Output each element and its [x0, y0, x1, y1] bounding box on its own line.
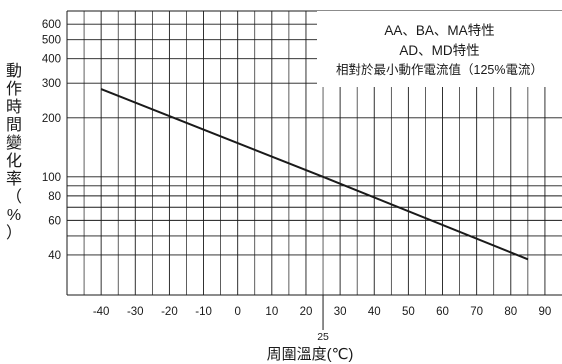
y-tick-label: 300 — [42, 78, 61, 90]
y-tick-label: 60 — [48, 215, 61, 227]
x-tick-label: 70 — [470, 306, 483, 318]
x-axis-title: 周圍溫度(℃) — [266, 346, 354, 363]
series-line — [100, 88, 529, 261]
annotation-reference: 相對於最小動作電流值（125%電流） — [336, 63, 543, 77]
x-tick-label: 50 — [402, 306, 415, 318]
y-tick-label: 400 — [42, 54, 61, 66]
annotation-ad-md: AD、MD特性 — [399, 43, 480, 58]
y-tick-label: 80 — [48, 191, 61, 203]
y-axis-title: 動作時間變化率（%） — [5, 63, 22, 242]
x-tick-label: 0 — [234, 306, 240, 318]
y-tick-label: 500 — [42, 35, 61, 47]
x-tick-label: 80 — [504, 306, 517, 318]
x-tick-label: 90 — [539, 306, 552, 318]
annotation-aa-ba-ma: AA、BA、MA特性 — [384, 23, 495, 38]
x-tick-label: 20 — [300, 306, 313, 318]
reference-tick-label: 25 — [317, 331, 329, 343]
y-tick-label: 40 — [48, 250, 61, 262]
x-tick-label: -40 — [93, 306, 110, 318]
y-tick-label: 200 — [42, 113, 61, 125]
x-tick-label: 10 — [265, 306, 278, 318]
legend-box: AA、BA、MA特性 AD、MD特性 相對於最小動作電流值（125%電流） — [317, 11, 562, 87]
y-tick-label: 100 — [42, 172, 61, 184]
x-tick-label: -30 — [127, 306, 144, 318]
x-tick-label: -20 — [161, 306, 178, 318]
x-tick-label: 60 — [436, 306, 449, 318]
x-tick-label: 40 — [368, 306, 381, 318]
x-tick-label: -10 — [195, 306, 212, 318]
y-tick-label: 600 — [42, 19, 61, 31]
x-tick-label: 30 — [334, 306, 347, 318]
